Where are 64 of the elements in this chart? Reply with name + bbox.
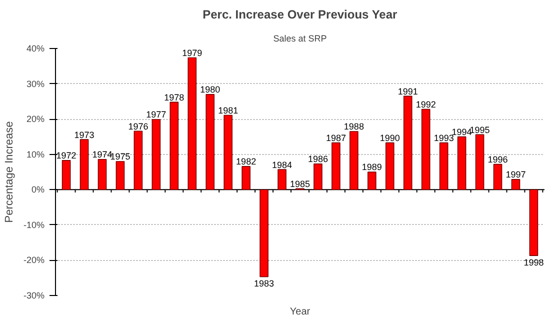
x-tick-label: 1975 bbox=[110, 152, 130, 162]
chart-subtitle: Sales at SRP bbox=[273, 34, 327, 44]
x-axis-title: Year bbox=[290, 306, 311, 318]
bar bbox=[439, 142, 448, 190]
bar bbox=[134, 130, 143, 190]
bar bbox=[421, 108, 430, 190]
y-tick-label: 40% bbox=[26, 44, 44, 54]
x-tick-label: 1972 bbox=[56, 150, 76, 161]
y-tick-label: -10% bbox=[23, 220, 45, 230]
x-tick-label: 1994 bbox=[452, 126, 472, 137]
x-tick-label: 1983 bbox=[254, 278, 274, 289]
y-tick-label: 30% bbox=[26, 78, 44, 89]
bar bbox=[206, 94, 215, 190]
y-tick-label: -20% bbox=[23, 255, 45, 266]
y-tick-label: -30% bbox=[23, 290, 45, 300]
chart-title: Perc. Increase Over Previous Year bbox=[202, 8, 398, 22]
x-tick-label: 1973 bbox=[74, 130, 94, 140]
x-tick-label: 1992 bbox=[416, 99, 436, 110]
bar bbox=[314, 164, 322, 190]
y-axis-title: Percentage Increase bbox=[3, 121, 16, 223]
bar bbox=[332, 142, 340, 190]
bar bbox=[62, 160, 71, 190]
x-tick-label: 1987 bbox=[326, 132, 346, 143]
bar bbox=[188, 57, 197, 190]
x-tick-label: 1978 bbox=[164, 92, 184, 102]
x-tick-label: 1990 bbox=[380, 132, 400, 143]
y-tick-label: 0% bbox=[31, 184, 45, 195]
bar bbox=[529, 189, 538, 256]
bar bbox=[116, 161, 125, 190]
x-tick-label: 1977 bbox=[146, 110, 166, 120]
x-tick-label: 1984 bbox=[272, 160, 292, 170]
x-tick-label: 1979 bbox=[182, 48, 202, 58]
x-tick-label: 1996 bbox=[488, 154, 508, 164]
bar bbox=[511, 179, 520, 190]
y-tick-label: 10% bbox=[26, 149, 44, 160]
x-tick-label: 1993 bbox=[434, 132, 454, 143]
x-tick-label: 1976 bbox=[128, 121, 148, 132]
bar bbox=[403, 96, 412, 190]
x-tick-label: 1997 bbox=[506, 170, 526, 180]
x-tick-label: 1991 bbox=[398, 86, 418, 96]
bar bbox=[493, 164, 502, 190]
bar bbox=[385, 142, 394, 190]
x-tick-label: 1980 bbox=[200, 84, 220, 95]
bar bbox=[457, 136, 466, 190]
bar bbox=[98, 158, 107, 190]
bar bbox=[170, 102, 179, 190]
x-tick-label: 1998 bbox=[524, 257, 544, 268]
bar bbox=[152, 119, 161, 190]
x-tick-label: 1982 bbox=[236, 156, 256, 167]
y-tick-label: 20% bbox=[26, 114, 44, 124]
bar bbox=[224, 114, 232, 190]
bar bbox=[242, 166, 250, 190]
x-tick-label: 1986 bbox=[308, 154, 328, 164]
bar bbox=[475, 134, 484, 190]
bar bbox=[350, 131, 358, 190]
bar bbox=[260, 189, 268, 278]
bar bbox=[80, 139, 89, 190]
x-tick-label: 1974 bbox=[92, 150, 112, 160]
x-tick-label: 1989 bbox=[362, 162, 382, 172]
x-tick-label: 1985 bbox=[290, 178, 310, 189]
x-tick-label: 1981 bbox=[218, 105, 238, 116]
x-tick-label: 1988 bbox=[344, 122, 364, 132]
bar bbox=[368, 172, 376, 190]
bar bbox=[278, 169, 286, 190]
